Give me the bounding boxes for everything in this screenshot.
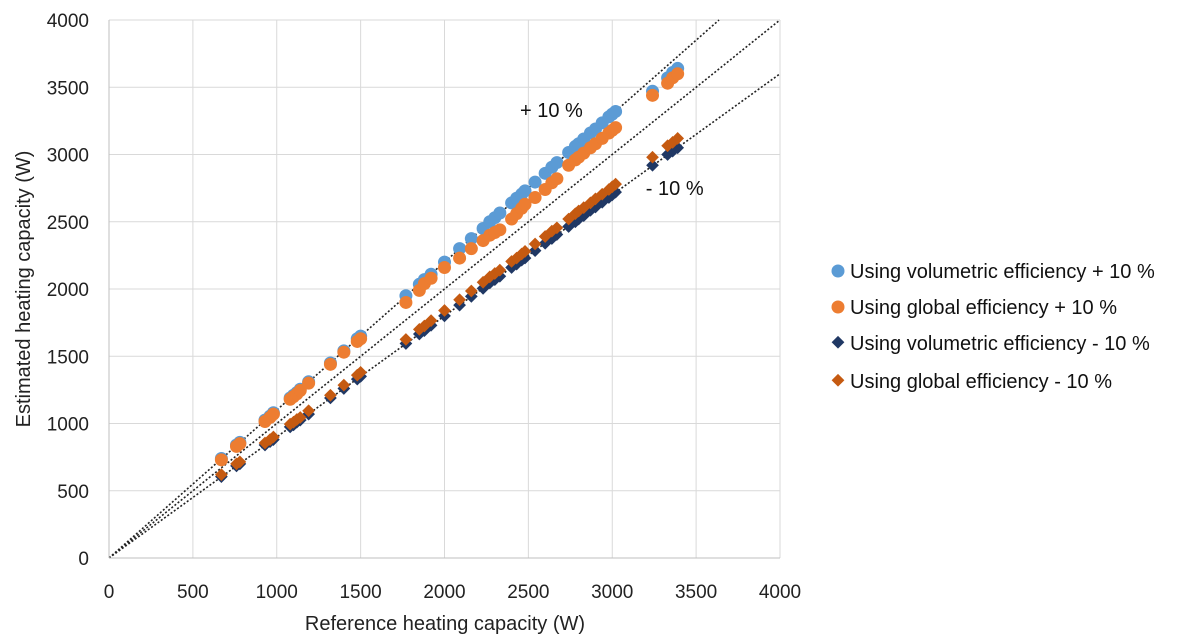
data-point-s1-5 [266,407,280,421]
data-point-s3-5 [267,430,280,444]
x-tick-label-7: 3500 [675,582,717,603]
data-point-s1-43 [609,121,623,135]
grid-lines [108,19,781,559]
data-point-s3-20 [453,293,466,307]
y-tick-label-6: 3000 [47,146,89,167]
legend-label-volumetric-plus: Using volumetric efficiency + 10 % [850,261,1155,283]
data-point-s1-44 [646,88,660,102]
data-point-s1-21 [464,242,478,256]
data-point-s1-33 [550,172,564,186]
data-point-s3-11 [324,388,337,402]
data-point-s1-18 [424,271,438,285]
y-tick-label-5: 2500 [47,213,89,234]
y-tick-label-8: 4000 [47,11,89,32]
y-tick-label-0: 0 [78,549,89,570]
data-point-s3-12 [337,378,351,392]
data-point-s1-12 [337,345,351,359]
data-point-s3-14 [354,366,367,379]
y-tick-label-1: 500 [57,482,89,503]
data-point-s3-0 [215,468,228,481]
tick-labels: 0 500 1000 1500 2000 2500 3000 3500 4000 0 500 1000… [47,11,801,603]
annotation-plus-10: + 10 % [520,100,583,122]
y-tick-label-7: 3500 [47,78,89,99]
legend-item-global-minus: Using global efficiency - 10 % [831,371,1112,393]
data-point-s1-20 [453,251,467,265]
legend-marker-global-plus [831,300,845,314]
data-point-s3-30 [528,237,542,251]
x-tick-label-2: 1000 [256,582,298,603]
x-tick-label-0: 0 [104,582,115,603]
series-2 [215,141,685,483]
x-axis-title: Reference heating capacity (W) [305,613,585,635]
data-point-s3-25 [493,263,507,277]
x-tick-label-1: 500 [177,582,209,603]
legend-label-global-minus: Using global efficiency - 10 % [850,371,1112,393]
data-point-s1-10 [302,376,316,390]
data-point-s3-2 [233,455,247,469]
y-tick-label-2: 1000 [47,415,89,436]
legend-item-volumetric-minus: Using volumetric efficiency - 10 % [831,333,1150,355]
annotation-minus-10: - 10 % [646,178,704,200]
x-tick-label-6: 3000 [591,582,633,603]
data-point-s1-25 [493,223,507,237]
data-point-s3-10 [302,404,315,418]
data-point-s0-30 [528,175,542,189]
legend-marker-volumetric-plus [831,264,845,278]
data-point-s3-9 [293,411,307,424]
data-point-s3-18 [424,314,438,327]
series-3 [215,131,685,481]
data-point-s1-29 [518,197,532,211]
legend-label-global-plus: Using global efficiency + 10 % [850,297,1117,319]
data-point-s1-9 [293,384,307,398]
legend-marker-global-minus [831,373,845,387]
data-point-s0-33 [550,156,564,170]
y-tick-label-4: 2000 [47,280,89,301]
y-axis-title: Estimated heating capacity (W) [13,151,35,428]
x-tick-label-3: 1500 [339,582,381,603]
data-point-s1-19 [438,260,451,274]
legend-item-volumetric-plus: Using volumetric efficiency + 10 % [831,261,1155,283]
legend-label-volumetric-minus: Using volumetric efficiency - 10 % [850,333,1150,355]
data-point-s0-21 [464,232,478,246]
x-tick-label-8: 4000 [759,582,801,603]
data-point-s0-25 [493,206,507,220]
data-point-s3-21 [464,284,478,298]
data-point-s3-15 [399,333,413,346]
data-point-s1-15 [399,295,413,309]
data-point-s1-11 [323,357,337,371]
data-point-s3-19 [438,304,451,317]
data-point-s1-2 [233,437,247,451]
data-point-s1-30 [528,191,542,205]
x-tick-label-5: 2500 [507,582,549,603]
data-point-s0-43 [609,104,623,118]
series-1 [214,67,685,467]
data-point-s1-47 [671,67,685,81]
axes [108,20,780,559]
legend: Using volumetric efficiency + 10 % Using… [831,261,1155,393]
data-point-s1-0 [214,453,228,467]
x-tick-label-4: 2000 [423,582,465,603]
legend-item-global-plus: Using global efficiency + 10 % [831,297,1117,319]
data-point-s0-20 [453,242,467,256]
data-points [214,61,685,483]
reference-line-1 [108,19,781,559]
data-point-s1-14 [354,332,368,346]
data-point-s0-29 [518,184,532,198]
legend-marker-volumetric-minus [831,335,845,349]
y-tick-label-3: 1500 [47,347,89,368]
